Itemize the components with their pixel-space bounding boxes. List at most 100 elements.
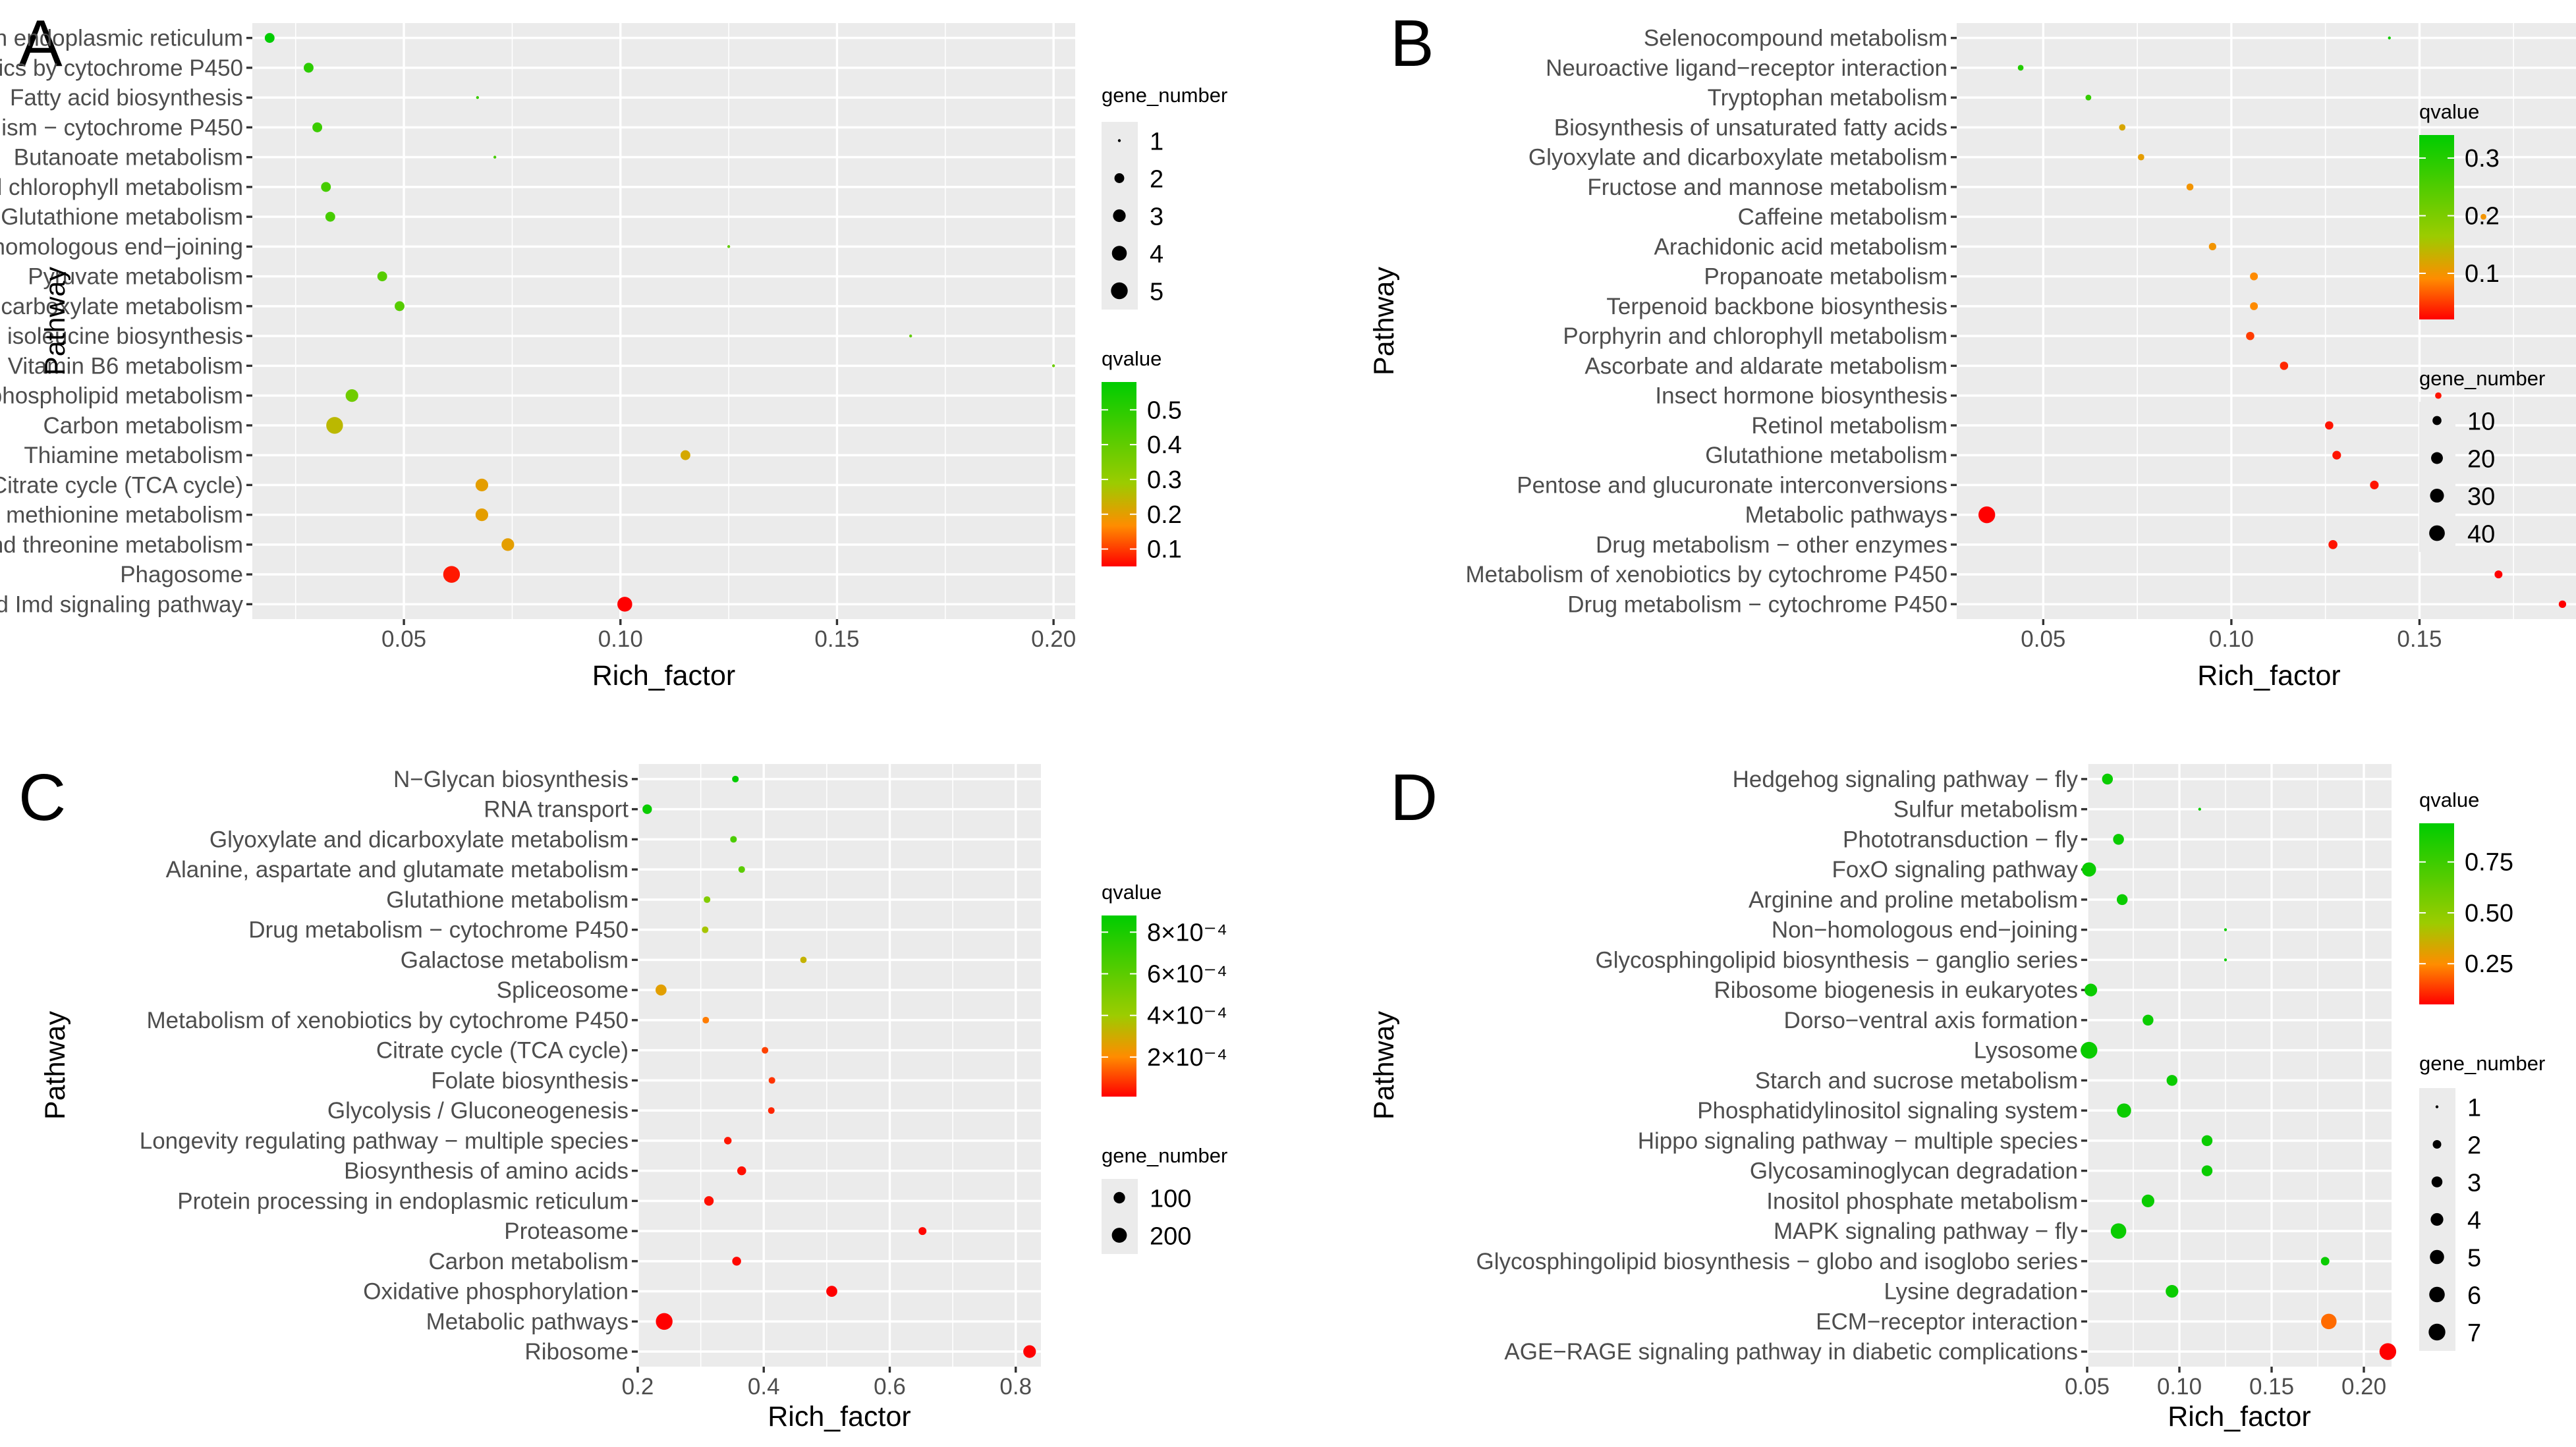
pathway-label: Non−homologous end−joining — [1772, 917, 2078, 943]
panel-label: A — [18, 7, 63, 80]
pathway-label: Drug metabolism − cytochrome P450 — [1567, 591, 1947, 617]
gene-number-legend-title: gene_number — [2419, 1052, 2545, 1075]
pathway-label: Valine, leucine and isoleucine biosynthe… — [0, 323, 243, 349]
pathway-label: Metabolism of xenobiotics by cytochrome … — [147, 1008, 629, 1033]
data-point — [2321, 1313, 2337, 1330]
x-tick-label: 0.15 — [2397, 626, 2442, 652]
data-point — [2113, 834, 2124, 845]
data-point — [312, 122, 323, 132]
data-point — [2558, 600, 2567, 609]
pathway-label: Tryptophan metabolism — [1708, 85, 1947, 111]
data-point — [1023, 1345, 1036, 1358]
pathway-label: Drug metabolism − other enzymes — [1596, 532, 1947, 558]
plot-background — [1957, 23, 2576, 619]
data-point — [2208, 242, 2216, 251]
data-point — [2141, 1194, 2155, 1207]
pathway-label: Ascorbate and aldarate metabolism — [1584, 353, 1947, 379]
data-point — [2117, 1103, 2131, 1118]
pathway-label: Glutathione metabolism — [386, 887, 629, 913]
size-legend-dot — [1111, 1228, 1127, 1243]
pathway-label: Butanoate metabolism — [14, 145, 243, 171]
data-point — [724, 1137, 732, 1145]
pathway-label: Glycosaminoglycan degradation — [1750, 1159, 2078, 1184]
pathway-label: Caffeine metabolism — [1738, 204, 1947, 230]
data-point — [501, 538, 515, 551]
x-tick-label: 0.05 — [2065, 1374, 2110, 1400]
pathway-label: Fatty acid biosynthesis — [10, 85, 243, 111]
data-point — [321, 182, 331, 192]
pathway-label: Thiamine metabolism — [24, 443, 243, 468]
pathway-label: Glycolysis / Gluconeogenesis — [327, 1098, 629, 1124]
qvalue-legend-title: qvalue — [1102, 881, 1162, 904]
pathway-label: Ribosome biogenesis in eukaryotes — [1714, 977, 2078, 1003]
data-point — [2082, 862, 2096, 877]
pathway-label: Pentose and glucuronate interconversions — [1517, 472, 1947, 498]
data-point — [2435, 392, 2442, 399]
colorbar-tick-label: 0.1 — [1147, 536, 1182, 564]
qvalue-colorbar — [1102, 915, 1136, 1097]
data-point — [325, 211, 335, 222]
data-point — [2116, 894, 2128, 906]
size-legend-dot — [2430, 1213, 2444, 1226]
data-point — [326, 417, 343, 434]
data-point — [304, 63, 314, 73]
data-point — [2166, 1285, 2179, 1298]
qvalue-colorbar — [1102, 382, 1136, 566]
data-point — [2388, 36, 2391, 40]
pathway-label: Galactose metabolism — [401, 947, 629, 973]
qvalue-colorbar — [2419, 823, 2454, 1004]
pathway-label: Arginine and proline metabolism — [1749, 887, 2078, 913]
y-axis-title: Pathway — [1368, 1011, 1400, 1120]
data-point — [2494, 570, 2503, 579]
pathway-label: Citrate cycle (TCA cycle) — [0, 472, 243, 498]
x-tick-label: 0.20 — [2341, 1374, 2386, 1400]
pathway-label: Citrate cycle (TCA cycle) — [376, 1038, 629, 1064]
data-point — [737, 1166, 746, 1176]
panel-a: A0.050.100.150.20Protein processing in e… — [0, 7, 1227, 692]
size-legend-dot — [2431, 1176, 2443, 1188]
colorbar-tick-label: 0.1 — [2465, 260, 2500, 288]
data-point — [475, 508, 489, 522]
size-legend-dot — [2432, 1140, 2442, 1149]
x-axis-title: Rich_factor — [592, 660, 735, 692]
data-point — [2201, 1135, 2213, 1147]
size-legend-dot — [2430, 1249, 2444, 1265]
pathway-label: Toll and Imd signaling pathway — [0, 591, 243, 617]
size-legend-label: 5 — [2467, 1245, 2481, 1272]
data-point — [2480, 213, 2486, 220]
data-point — [2119, 124, 2126, 131]
pathway-label: Porphyrin and chlorophyll metabolism — [0, 175, 243, 200]
gene-number-legend-title: gene_number — [1102, 84, 1227, 107]
pathway-label: Spliceosome — [497, 977, 629, 1003]
pathway-label: FoxO signaling pathway — [1832, 857, 2078, 883]
size-legend-dot — [1111, 282, 1128, 300]
data-point — [2250, 302, 2258, 310]
pathway-label: Drug metabolism − cytochrome P450 — [248, 917, 629, 943]
x-tick-label: 0.8 — [999, 1374, 1032, 1400]
size-legend-label: 20 — [2467, 446, 2495, 474]
data-point — [476, 96, 480, 99]
pathway-label: Metabolism of xenobiotics by cytochrome … — [0, 55, 243, 81]
data-point — [680, 450, 690, 460]
pathway-label: Proteasome — [504, 1218, 629, 1244]
qvalue-legend-title: qvalue — [2419, 788, 2479, 811]
colorbar-tick-label: 0.3 — [1147, 466, 1182, 494]
data-point — [732, 775, 739, 782]
pathway-label: Selenocompound metabolism — [1644, 26, 1947, 51]
pathway-label: Protein processing in endoplasmic reticu… — [177, 1188, 629, 1214]
colorbar-tick-label: 0.75 — [2465, 849, 2513, 877]
colorbar-tick-label: 0.50 — [2465, 900, 2513, 927]
size-legend-label: 3 — [2467, 1170, 2481, 1197]
pathway-label: Vitamin B6 metabolism — [8, 353, 243, 379]
pathway-label: Fructose and mannose metabolism — [1587, 175, 1947, 200]
x-tick-label: 0.20 — [1031, 626, 1076, 652]
pathway-label: Phagosome — [120, 562, 243, 587]
x-tick-label: 0.05 — [381, 626, 426, 652]
data-point — [2166, 1075, 2178, 1086]
data-point — [704, 896, 711, 903]
gene-number-legend-title: gene_number — [1102, 1144, 1227, 1167]
data-point — [2198, 807, 2201, 811]
pathway-label: Glyoxylate and dicarboxylate metabolism — [1528, 145, 1947, 171]
qvalue-colorbar — [2419, 135, 2454, 319]
